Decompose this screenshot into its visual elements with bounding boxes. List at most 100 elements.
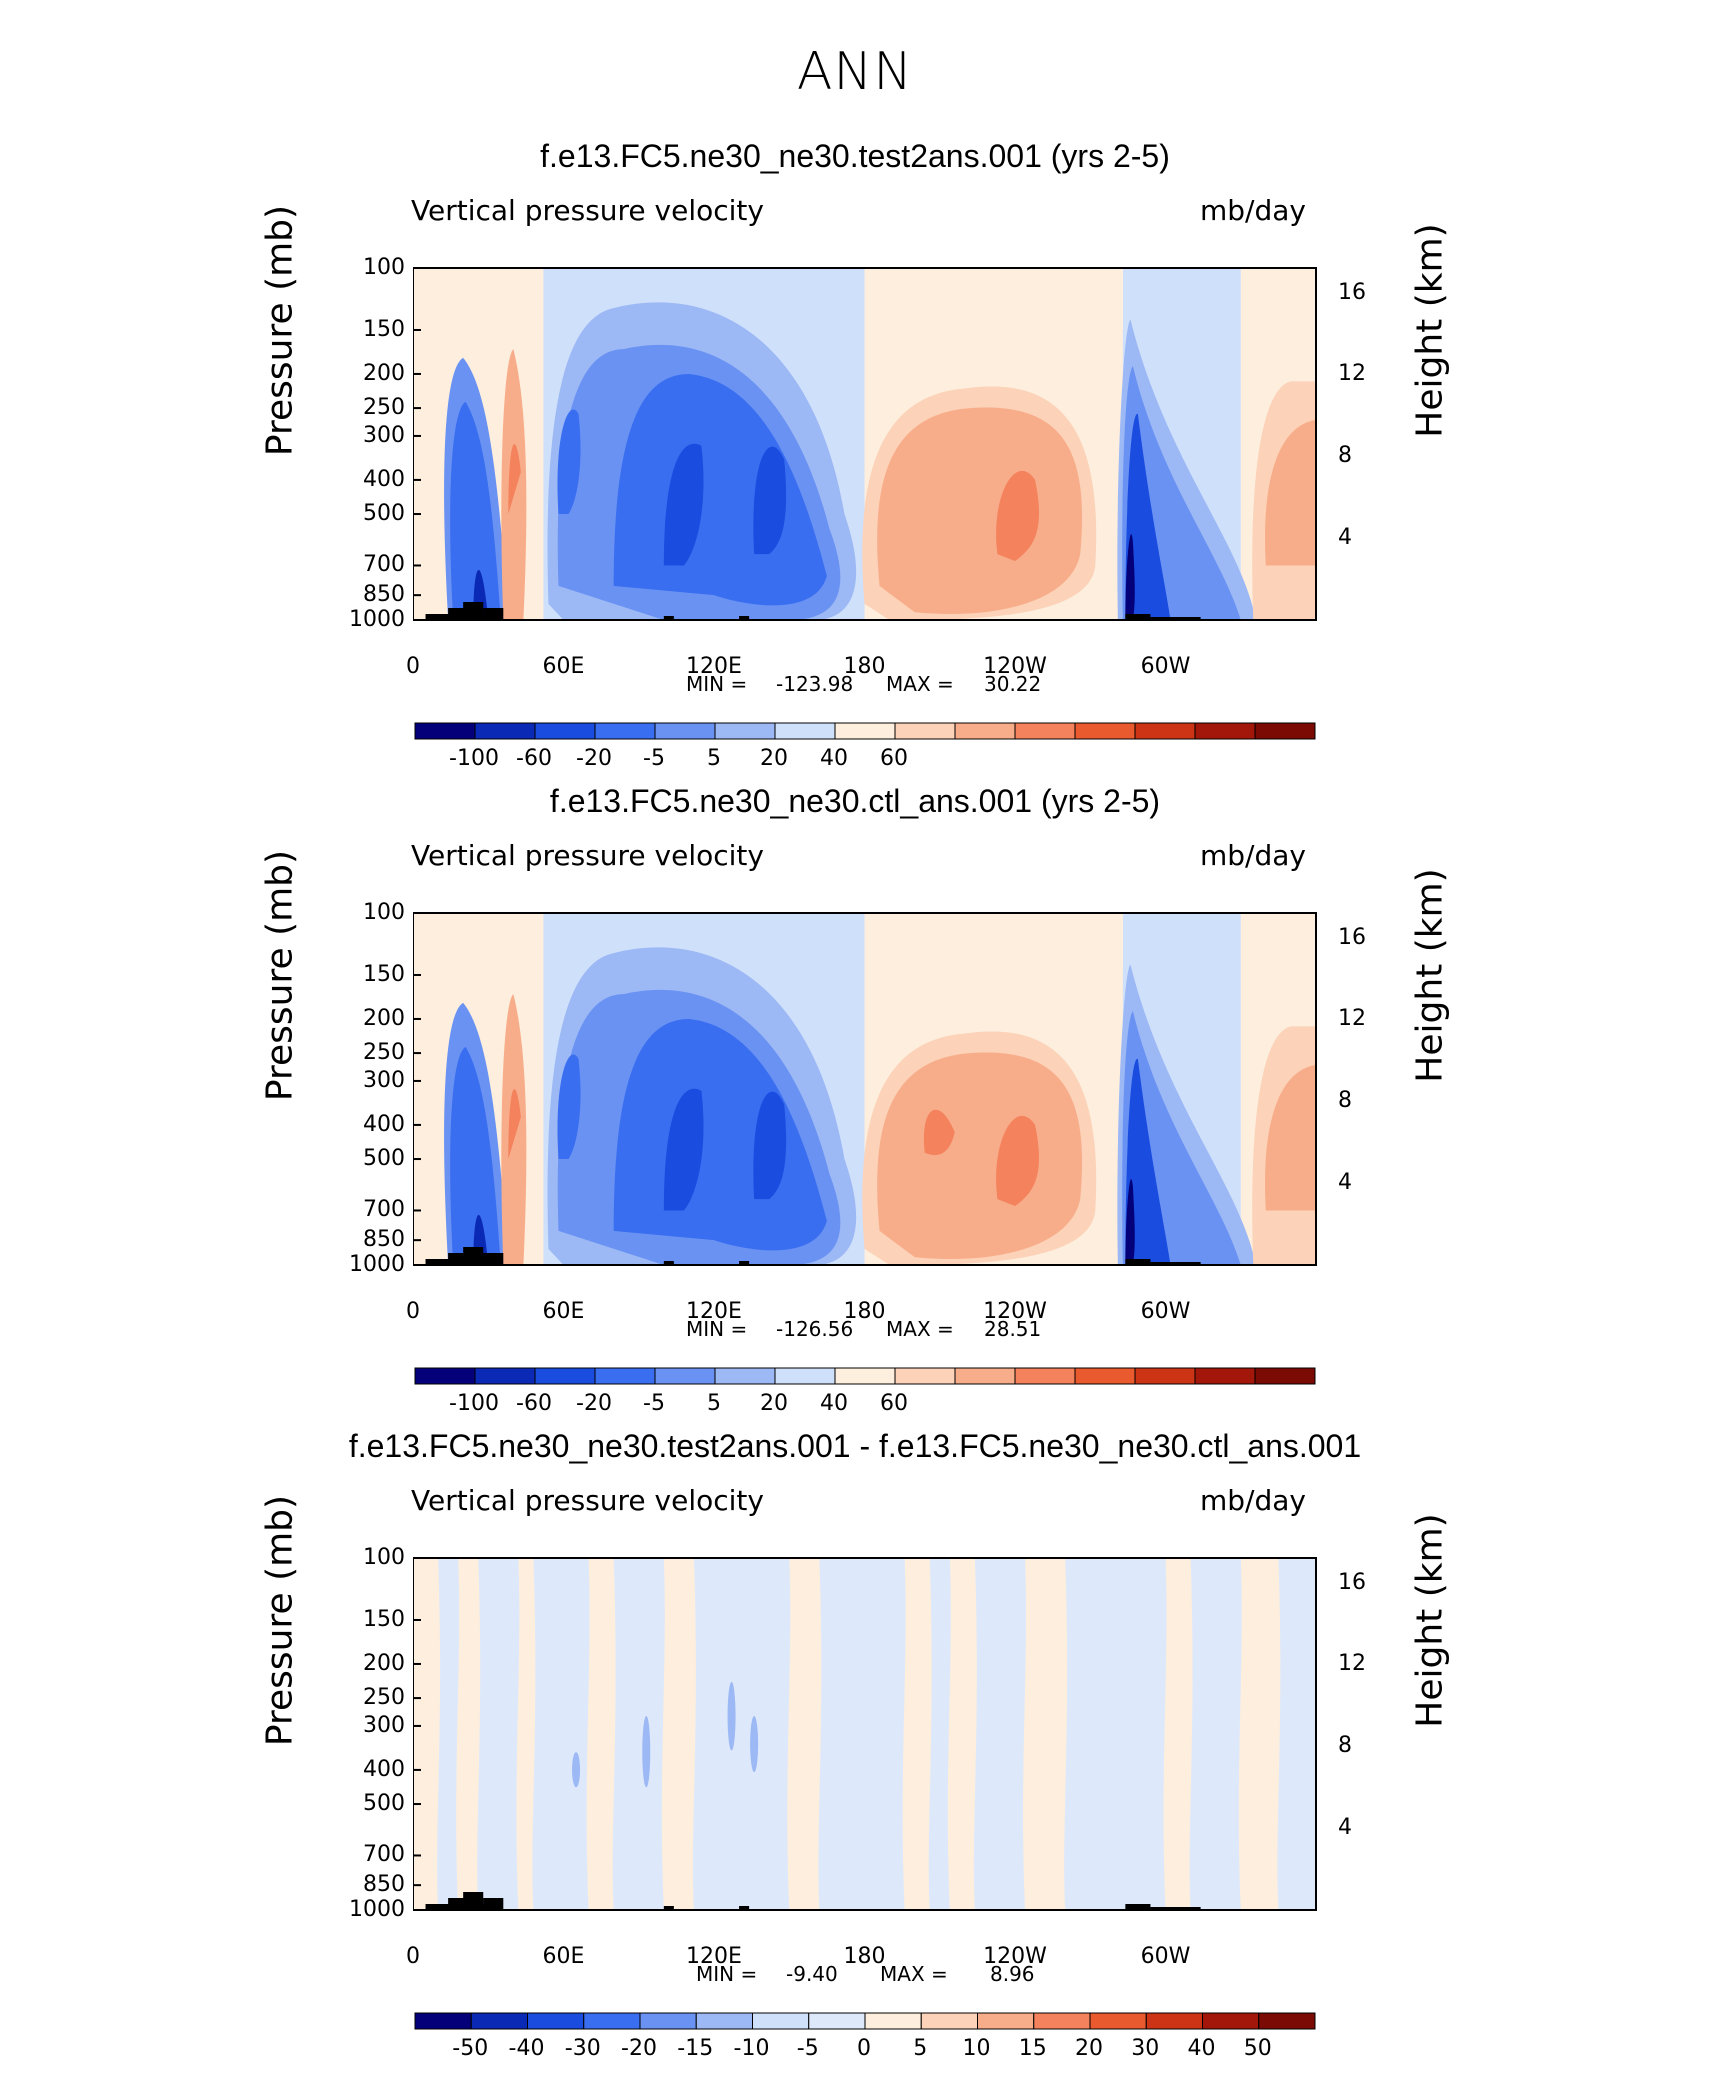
colorbar-swatch	[752, 2012, 810, 2030]
variable-label: Vertical pressure velocity	[411, 194, 764, 227]
y-tick-label: 850	[363, 1872, 405, 1898]
contour-field	[413, 1558, 1316, 1910]
contour-field	[413, 268, 1316, 620]
y-tick-label: 400	[363, 1756, 405, 1782]
y-axis-label: Pressure (mb)	[259, 1494, 301, 1747]
colorbar-swatch	[1194, 722, 1256, 740]
y-tick-label: 700	[363, 1197, 405, 1223]
x-tick-label: 60W	[1140, 1299, 1191, 1324]
y-tick-label: 500	[363, 501, 405, 527]
height-tick-label: 12	[1338, 1006, 1366, 1032]
min-label: MIN =	[686, 672, 748, 696]
colorbar-swatch	[1258, 2012, 1316, 2030]
colorbar-label: -15	[677, 2036, 714, 2061]
x-tick-label: 60E	[542, 654, 585, 679]
x-tick-label: 0	[406, 1299, 420, 1324]
y-tick-label: 250	[363, 395, 405, 421]
units-label: mb/day	[1200, 194, 1306, 227]
x-tick-label: 180	[843, 1944, 886, 1969]
colorbar	[414, 2012, 1316, 2030]
colorbar-label: -60	[516, 1391, 552, 1416]
colorbar-label: 20	[760, 746, 788, 771]
y-axis-label-right: Height (km)	[1409, 223, 1451, 438]
y-tick-label: 500	[363, 1146, 405, 1172]
y-tick-label: 850	[363, 1227, 405, 1253]
max-value: 28.51	[984, 1317, 1042, 1341]
colorbar-label: -60	[516, 746, 552, 771]
colorbar-label: -20	[576, 1391, 612, 1416]
y-tick-label: 100	[363, 255, 405, 280]
colorbar-swatch	[1145, 2012, 1203, 2030]
colorbar-swatch	[864, 2012, 922, 2030]
y-tick-label: 1000	[349, 1897, 405, 1922]
colorbar-label: 5	[913, 2036, 928, 2061]
colorbar-label: 0	[857, 2036, 871, 2061]
min-value: -9.40	[786, 1962, 838, 1986]
x-tick-label: 180	[843, 654, 886, 679]
max-label: MAX =	[880, 1962, 948, 1986]
colorbar-label: 5	[707, 746, 721, 771]
colorbar-swatch	[954, 722, 1016, 740]
colorbar-swatch	[1194, 1367, 1256, 1385]
y-tick-label: 100	[363, 1545, 405, 1570]
colorbar-swatch	[714, 722, 776, 740]
panel-title: f.e13.FC5.ne30_ne30.ctl_ans.001 (yrs 2-5…	[549, 783, 1161, 819]
colorbar-swatch	[470, 2012, 528, 2030]
y-tick-label: 150	[363, 961, 405, 987]
colorbar-label: 50	[1243, 2036, 1272, 2061]
x-tick-label: 120W	[983, 1299, 1047, 1324]
contour-plot	[413, 1557, 1317, 1911]
y-axis-label-right: Height (km)	[1409, 1513, 1451, 1728]
colorbar-swatch	[1074, 722, 1136, 740]
colorbar-swatch	[834, 722, 896, 740]
x-tick-label: 0	[406, 654, 420, 679]
y-tick-label: 200	[363, 360, 405, 386]
colorbar-label: 40	[820, 746, 848, 771]
y-tick-label: 850	[363, 582, 405, 608]
height-tick-label: 16	[1338, 924, 1366, 950]
y-tick-label: 300	[363, 1712, 405, 1738]
contour-plot	[413, 267, 1317, 621]
plot-frame	[413, 267, 1317, 621]
colorbar-swatch	[808, 2012, 866, 2030]
colorbar-swatch	[594, 722, 656, 740]
y-tick-label: 300	[363, 422, 405, 448]
colorbar-label: -100	[449, 1391, 499, 1416]
colorbar-label: -40	[508, 2036, 545, 2061]
x-tick-label: 60W	[1140, 1944, 1191, 1969]
contour-field	[413, 913, 1316, 1265]
colorbar-swatch	[1074, 1367, 1136, 1385]
y-axis-label: Pressure (mb)	[259, 849, 301, 1102]
height-tick-label: 8	[1338, 1733, 1352, 1759]
y-axis-label: Pressure (mb)	[259, 204, 301, 457]
x-tick-label: 120E	[686, 1299, 742, 1324]
max-value: 8.96	[990, 1962, 1035, 1986]
min-value: -123.98	[776, 672, 854, 696]
colorbar-label: 60	[880, 1391, 908, 1416]
colorbar	[414, 722, 1316, 740]
colorbar-swatch	[414, 1367, 476, 1385]
max-label: MAX =	[886, 672, 954, 696]
colorbar-label: 5	[707, 1391, 721, 1416]
y-tick-label: 700	[363, 1842, 405, 1868]
y-tick-label: 200	[363, 1005, 405, 1031]
colorbar-label: 10	[962, 2036, 991, 2061]
panel-title: f.e13.FC5.ne30_ne30.test2ans.001 - f.e13…	[348, 1428, 1362, 1464]
colorbar-swatch	[1033, 2012, 1091, 2030]
max-label: MAX =	[886, 1317, 954, 1341]
colorbar-label: -5	[796, 2036, 819, 2061]
x-tick-label: 120W	[983, 1944, 1047, 1969]
chart-panel: f.e13.FC5.ne30_ne30.test2ans.001 - f.e13…	[0, 1428, 1710, 2068]
colorbar-label: -100	[449, 746, 499, 771]
colorbar-swatch	[414, 2012, 472, 2030]
colorbar-swatch	[534, 722, 596, 740]
x-tick-label: 120E	[686, 654, 742, 679]
colorbar-swatch	[894, 722, 956, 740]
colorbar-label: -5	[643, 746, 665, 771]
colorbar-swatch	[474, 722, 536, 740]
x-tick-label: 60E	[542, 1299, 585, 1324]
y-tick-label: 200	[363, 1650, 405, 1676]
colorbar-label: 40	[820, 1391, 848, 1416]
colorbar-swatch	[774, 722, 836, 740]
colorbar-swatch	[654, 1367, 716, 1385]
